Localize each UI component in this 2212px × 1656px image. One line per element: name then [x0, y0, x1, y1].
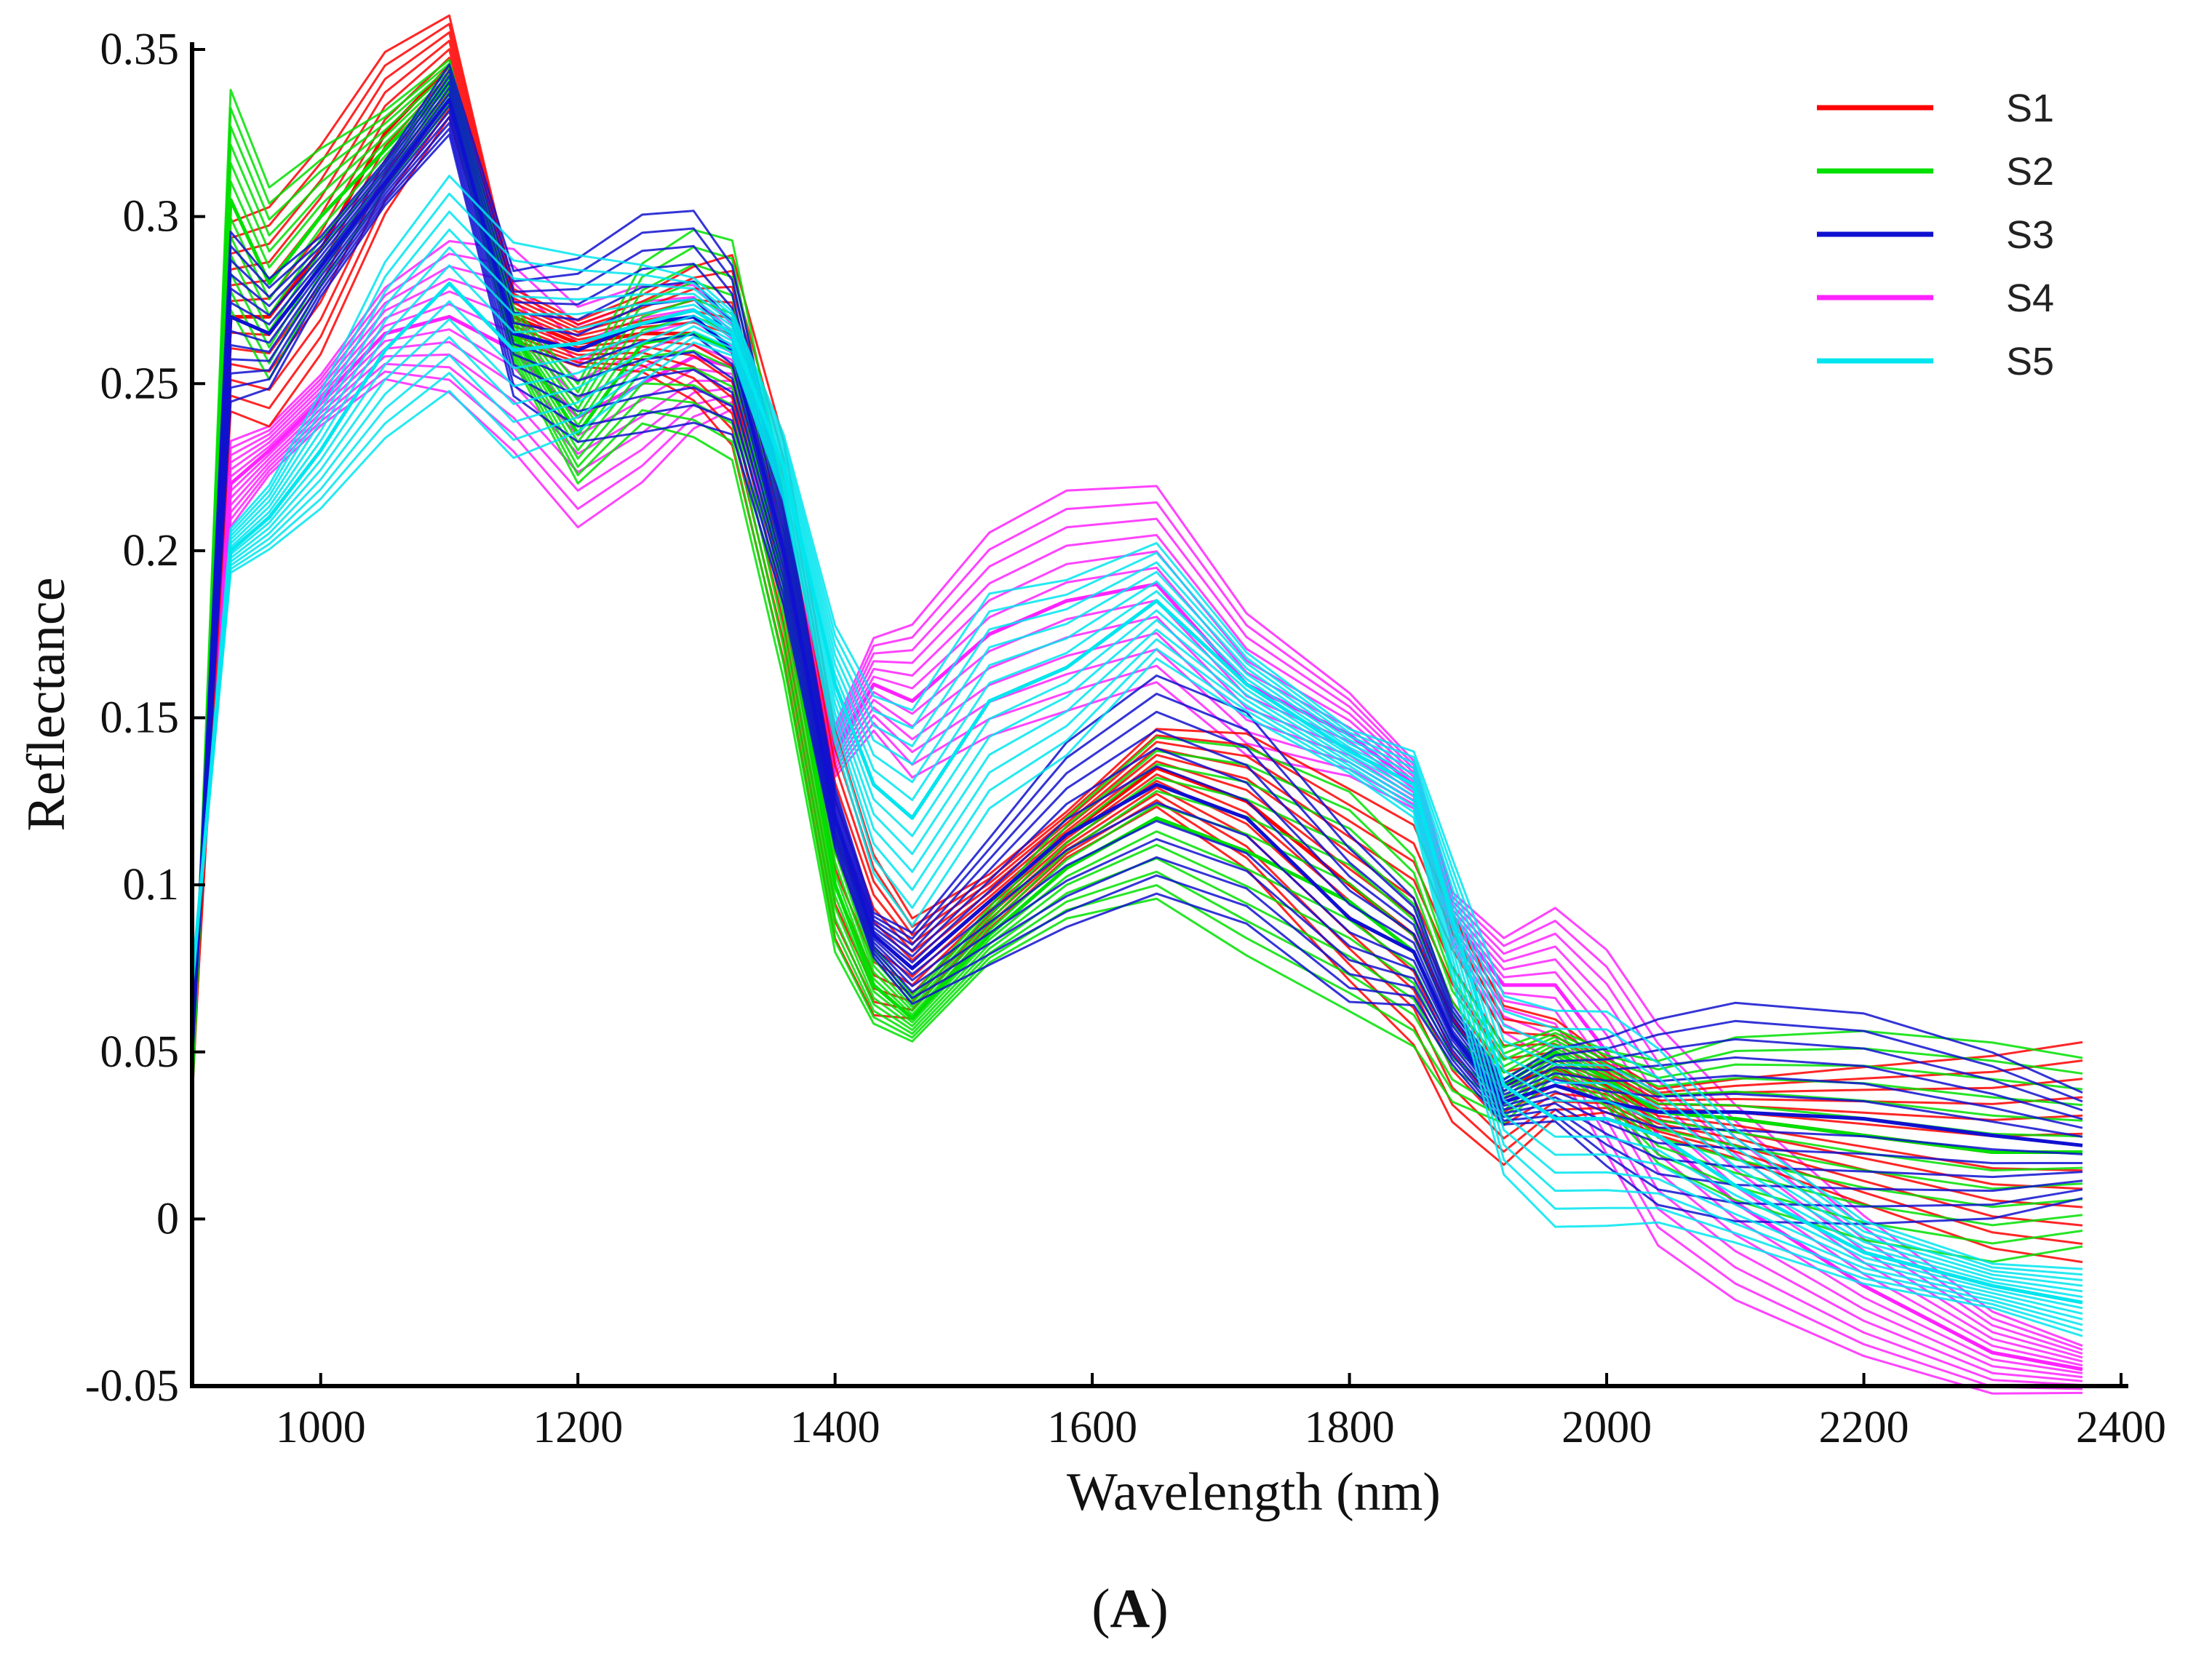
series-s3-line — [191, 69, 2083, 1103]
series-s2-line — [191, 97, 2083, 1227]
series-s5-line — [191, 175, 2083, 1270]
series-s4-line — [191, 265, 2083, 1355]
series-s5-line — [191, 325, 2083, 1321]
y-tick-label: 0.05 — [100, 1027, 180, 1077]
x-tick-label: 2200 — [1819, 1403, 1909, 1452]
series-s5-line — [191, 341, 2083, 1337]
y-tick-label: 0.25 — [100, 359, 180, 408]
x-tick-label: 1200 — [533, 1403, 623, 1452]
x-tick-label: 1800 — [1305, 1403, 1395, 1452]
y-tick-label: 0.2 — [123, 526, 180, 576]
series-s2-line — [191, 93, 2083, 1209]
y-tick-label: -0.05 — [85, 1361, 179, 1411]
series-s2-line — [191, 89, 2083, 1190]
series-s3-line — [191, 92, 2083, 1138]
series-s5-line — [191, 246, 2083, 1293]
x-tick-label: 1000 — [276, 1403, 366, 1452]
series-s1-line — [191, 39, 2083, 1105]
series-s4-line — [191, 370, 2083, 1390]
series-s3-line — [191, 104, 2083, 1155]
legend-label-s1: S1 — [2006, 87, 2054, 130]
y-axis-title: Reflectance — [17, 577, 76, 831]
series-s4-line — [191, 239, 2083, 1348]
series-s5-line — [190, 282, 2083, 1305]
series-s3-line — [191, 110, 2083, 1165]
legend-label-s2: S2 — [2006, 150, 2054, 194]
series-s5-line — [191, 264, 2083, 1298]
y-tick-label: 0.15 — [100, 693, 180, 743]
series-s4-line — [191, 303, 2083, 1367]
y-tick-label: 0.1 — [123, 860, 180, 909]
panel-label: (A) — [1091, 1578, 1169, 1639]
series-s1-line — [191, 98, 2083, 1227]
legend: S1 S2 S3 S4 S5 — [1817, 87, 2054, 383]
series-s3-line — [191, 87, 2083, 1129]
x-axis-title: Wavelength (nm) — [1067, 1462, 1441, 1522]
axes — [190, 42, 2128, 1388]
series-s4-line — [191, 362, 2083, 1387]
series-s5-line — [191, 300, 2083, 1310]
series-s3-line — [191, 122, 2083, 1193]
series-s2-line — [191, 105, 2083, 1263]
series-s4-line — [191, 277, 2083, 1359]
legend-label-s4: S4 — [2006, 276, 2054, 320]
series-s5-line — [191, 335, 2083, 1332]
y-tick-label: 0 — [156, 1194, 179, 1243]
x-tick-label: 1400 — [790, 1403, 880, 1452]
series-s5-line — [191, 318, 2083, 1315]
series-s4-line — [190, 314, 2083, 1372]
x-tick-label: 2400 — [2076, 1403, 2166, 1452]
y-tick-label: 0.3 — [123, 192, 180, 242]
series-s5-line — [191, 210, 2083, 1281]
legend-label-s5: S5 — [2006, 340, 2054, 383]
series-s3-line — [191, 127, 2083, 1208]
y-tick-label: 0.35 — [100, 25, 180, 74]
series-s3-line — [191, 75, 2083, 1112]
spectra-curves — [190, 14, 2083, 1395]
series-s5-line — [191, 192, 2083, 1276]
series-s5-group — [190, 175, 2083, 1337]
legend-label-s3: S3 — [2006, 213, 2054, 257]
x-ticks: 1000 1200 1400 1600 1800 2000 2200 2400 — [276, 1373, 2166, 1452]
x-tick-label: 1600 — [1047, 1403, 1137, 1452]
y-ticks: -0.05 0 0.05 0.1 0.15 0.2 0.25 0.3 0.35 — [85, 25, 205, 1411]
x-tick-label: 2000 — [1561, 1403, 1652, 1452]
series-s5-line — [191, 228, 2083, 1287]
series-s5-line — [191, 330, 2083, 1326]
